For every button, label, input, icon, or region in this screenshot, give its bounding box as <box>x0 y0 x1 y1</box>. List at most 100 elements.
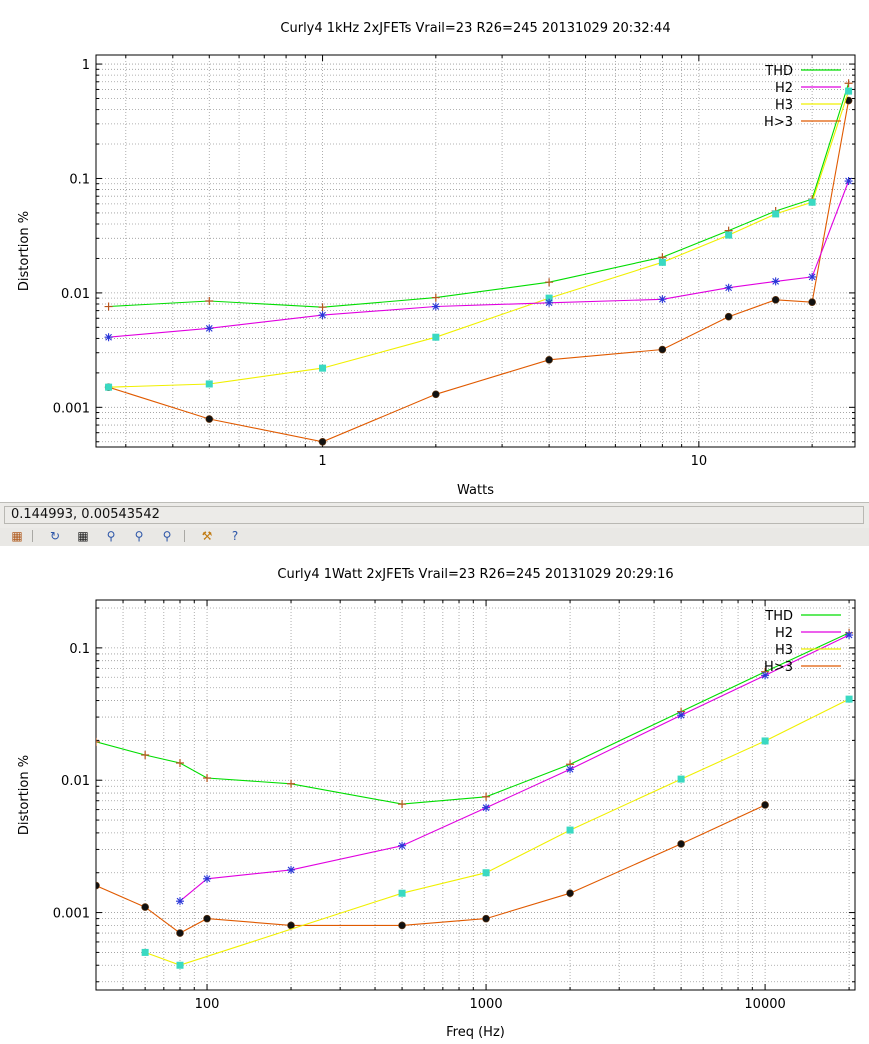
chart-panel-power-sweep: Curly4 1kHz 2xJFETs Vrail=23 R26=245 201… <box>0 0 869 502</box>
data-point <box>845 87 853 95</box>
data-point <box>175 897 184 906</box>
help-icon[interactable]: ? <box>231 529 239 543</box>
data-point <box>761 801 769 809</box>
data-point <box>566 889 574 898</box>
data-point <box>205 415 214 423</box>
series-thd <box>96 628 854 809</box>
data-point <box>203 914 211 923</box>
data-point <box>287 865 296 874</box>
data-point <box>545 356 553 364</box>
distortion-vs-frequency-chart: Curly4 1Watt 2xJFETs Vrail=23 R26=245 20… <box>17 567 856 1040</box>
y-tick-label: 0.001 <box>53 907 90 922</box>
x-tick-label: 1 <box>318 454 326 469</box>
toolbar-separator <box>32 530 33 542</box>
data-point <box>398 921 406 930</box>
grid-icon[interactable]: ▦ <box>77 529 89 543</box>
data-point <box>398 841 407 850</box>
data-point <box>845 695 853 703</box>
data-point <box>545 294 553 302</box>
series-thd <box>104 79 853 312</box>
series-line <box>179 634 850 902</box>
replot-icon[interactable]: ↻ <box>49 529 61 543</box>
y-tick-label: 0.01 <box>61 287 90 302</box>
data-point <box>658 295 667 304</box>
plot-toolbar: ▦ ↻ ▦ ⚲ ⚲ ⚲ ⚒ ? <box>0 528 869 547</box>
legend-label: THD <box>764 609 793 624</box>
series-h-3 <box>96 801 769 937</box>
toolbar-separator <box>184 530 185 542</box>
y-tick-label: 1 <box>82 58 90 73</box>
series-line <box>144 698 850 966</box>
data-point <box>432 390 440 399</box>
data-point <box>771 296 780 304</box>
series-line <box>96 804 766 934</box>
data-point <box>318 437 327 446</box>
zoom-next-icon[interactable]: ⚲ <box>134 529 144 543</box>
data-point <box>808 272 817 281</box>
settings-icon[interactable]: ⚒ <box>201 529 213 543</box>
legend-label: H2 <box>775 81 793 96</box>
data-point <box>545 278 554 287</box>
data-point <box>318 311 327 320</box>
x-tick-label: 1000 <box>470 997 503 1012</box>
series-line <box>108 90 850 388</box>
y-tick-label: 0.01 <box>61 774 90 789</box>
data-point <box>844 177 853 186</box>
zoom-previous-icon[interactable]: ⚲ <box>106 529 116 543</box>
y-tick-label: 0.1 <box>69 642 90 657</box>
data-point <box>808 198 816 206</box>
data-point <box>175 758 184 767</box>
legend: THD H2 H3 H>3 <box>764 64 841 130</box>
x-axis-label: Freq (Hz) <box>446 1025 505 1040</box>
data-point <box>398 889 406 897</box>
y-tick-label: 0.1 <box>69 172 90 187</box>
data-point <box>772 210 780 218</box>
data-point <box>176 961 184 969</box>
data-point <box>677 775 685 783</box>
data-point <box>482 803 491 812</box>
data-point <box>141 903 149 911</box>
x-tick-label: 10 <box>691 454 708 469</box>
data-point <box>398 800 407 809</box>
plot-frame <box>95 599 856 991</box>
data-point <box>96 737 100 746</box>
data-point <box>176 929 184 937</box>
series-h2 <box>175 631 854 906</box>
series-line <box>108 83 850 308</box>
series-line <box>108 100 850 443</box>
grid-lines <box>96 55 855 447</box>
data-point <box>205 324 214 333</box>
chart-title: Curly4 1Watt 2xJFETs Vrail=23 R26=245 20… <box>277 567 673 582</box>
data-point <box>319 364 327 372</box>
export-icon[interactable]: ▦ <box>11 529 23 543</box>
series-h3 <box>141 695 853 969</box>
x-axis-label: Watts <box>457 483 494 498</box>
legend-label: H>3 <box>764 115 793 130</box>
data-point <box>432 333 440 341</box>
series-h-3 <box>104 96 853 446</box>
chart-panel-frequency-sweep: Curly4 1Watt 2xJFETs Vrail=23 R26=245 20… <box>0 546 869 1044</box>
data-point <box>203 773 212 782</box>
y-tick-label: 0.001 <box>53 401 90 416</box>
data-point <box>104 333 113 342</box>
zoom-unzoom-icon[interactable]: ⚲ <box>162 529 172 543</box>
status-bar: 0.144993, 0.00543542 <box>0 502 869 530</box>
data-point <box>318 303 327 312</box>
x-tick-label: 10000 <box>744 997 785 1012</box>
data-point <box>482 914 490 923</box>
data-point <box>725 231 733 239</box>
data-point <box>845 631 854 640</box>
data-point <box>287 779 296 788</box>
data-point <box>203 874 212 883</box>
data-point <box>545 298 554 307</box>
data-point <box>761 671 770 680</box>
coordinate-readout: 0.144993, 0.00543542 <box>4 506 864 524</box>
legend-label: H>3 <box>764 660 793 675</box>
legend-label: H3 <box>775 643 793 658</box>
data-point <box>808 298 816 306</box>
data-point <box>566 765 575 774</box>
y-axis-label: Distortion % <box>17 211 32 291</box>
data-point <box>771 277 780 286</box>
series-line <box>108 180 850 338</box>
chart-title: Curly4 1kHz 2xJFETs Vrail=23 R26=245 201… <box>280 21 670 36</box>
